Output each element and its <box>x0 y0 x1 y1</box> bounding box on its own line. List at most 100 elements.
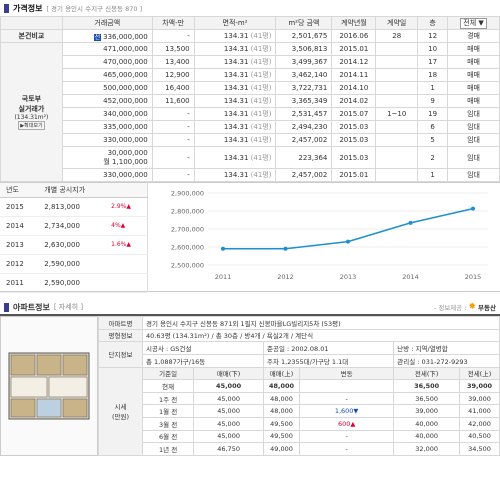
type-filter-select[interactable]: 전체 ▼ <box>447 16 500 30</box>
price-section-header: 가격정보 [ 경기 용인시 수지구 신봉동 870 ] <box>0 0 500 16</box>
unit-price-cell: 2,494,230 <box>275 120 333 134</box>
market-cell: 40,000 <box>393 429 460 444</box>
type-cell: 매매 <box>447 68 500 82</box>
gov-label: 국토부 실거래가 (134.31m²) ▶확대보기 <box>0 42 63 182</box>
pyeong-value: (41평) <box>250 153 272 162</box>
unit-price-cell: 3,499,367 <box>275 55 333 69</box>
floor-cell: 1 <box>417 168 449 182</box>
col-official-price: 개별 공시지가 <box>38 183 148 198</box>
market-cell: 34,500 <box>459 442 500 456</box>
table-row: 국토부 실거래가 (134.31m²) ▶확대보기 471,000,000 13,500 1… <box>0 42 500 182</box>
amount-cell: 470,000,000 <box>61 55 153 69</box>
table-row: 현재 45,000 48,000 36,500 39,000 <box>99 379 500 393</box>
official-price-table: 년도 개별 공시지가 2015 2,813,000 2.9%▲ 2014 2,734,00… <box>0 183 148 293</box>
col-contract-day: 계약일 <box>375 16 419 30</box>
market-cell: 36,500 <box>393 391 460 406</box>
table-row: 465,000,000 12,900 134.31 (41평) 3,462,140 20… <box>1 68 500 82</box>
col-amount: 거래금액 <box>61 16 153 30</box>
provider-info: - 정보제공 : ✸ 부동산 <box>434 302 496 312</box>
apt-name-label: 아파트명 <box>98 316 143 330</box>
pyeong-value: (41평) <box>250 84 272 92</box>
type-cell: 매매 <box>447 94 500 108</box>
list-item: 2011 2,590,000 <box>0 273 148 293</box>
y-tick-label: 2,500,000 <box>171 262 204 270</box>
type-cell: 임대 <box>447 146 500 169</box>
apt-detail-link[interactable]: [ 자세히 ] <box>53 303 84 311</box>
type-cell: 임대 <box>447 107 500 121</box>
pyeong-value: (41평) <box>250 123 272 131</box>
unit-price-cell: 223,364 <box>275 146 333 169</box>
apt-complex-label: 단지정보 <box>98 341 143 368</box>
data-point[interactable] <box>283 246 288 251</box>
price-change <box>105 273 148 293</box>
diff-cell: 12,900 <box>151 68 195 82</box>
market-cell: 45,000 <box>193 417 264 431</box>
official-price-chart: 2,900,000 2,800,000 2,700,000 2,600,000 2,50… <box>148 183 500 291</box>
pyeong-value: (41평) <box>250 97 272 105</box>
diff-cell: 11,600 <box>151 94 195 108</box>
contract-ym-cell: 2014.11 <box>331 68 377 82</box>
unit-price-cell: 3,506,813 <box>275 42 333 56</box>
floor-cell: 2 <box>417 146 449 169</box>
chevron-down-icon: ▼ <box>478 18 484 27</box>
floor-cell: 1 <box>417 81 449 95</box>
contract-ym-cell: 2015.01 <box>331 168 377 182</box>
contract-ym-cell: 2015.03 <box>331 146 377 169</box>
apt-area-label: 평형정보 <box>98 328 143 343</box>
market-cell: 600▲ <box>298 417 395 431</box>
area-value: 134.31 <box>223 84 249 92</box>
data-point[interactable] <box>346 239 350 244</box>
data-point[interactable] <box>471 206 475 211</box>
amount-cell: 500,000,000 <box>61 81 153 95</box>
unit-price-cell: 3,365,349 <box>275 94 333 108</box>
market-cell: 42,000 <box>459 417 500 431</box>
market-col-header: 전세(上) <box>459 366 500 381</box>
area-cell: 134.31 (41평) <box>193 168 277 182</box>
col-area: 면적-m² <box>193 16 277 30</box>
amount-cell: 340,000,000 <box>61 107 153 121</box>
pyeong-value: (41평) <box>250 110 272 118</box>
market-cell: 3월 전 <box>141 417 195 431</box>
apt-mgmt: 관리실 : 031-272-9293 <box>393 353 500 368</box>
apt-section-header: 아파트정보 [ 자세히 ] - 정보제공 : ✸ 부동산 <box>0 300 500 316</box>
list-item: 2012 2,590,000 <box>0 254 148 274</box>
market-cell: 46,750 <box>193 442 264 456</box>
area-cell: 134.31 (41평) <box>193 81 277 95</box>
market-col-header: 변동 <box>298 366 395 381</box>
x-tick-label: 2013 <box>340 273 357 281</box>
list-item: 2013 2,630,000 1.6%▲ <box>0 235 148 255</box>
market-cell: 40,500 <box>459 429 500 444</box>
table-row: 6월 전 45,000 49,500-40,000 40,500 <box>99 429 500 444</box>
price-table-header: 거래금액 차액-만 면적-m² m²당 금액 계약년월 계약일 층 전체 ▼ <box>0 16 500 30</box>
data-point[interactable] <box>221 246 225 251</box>
contract-ym-cell: 2014.02 <box>331 94 377 108</box>
pyeong-value: (41평) <box>250 45 272 53</box>
floor-cell: 5 <box>417 133 449 147</box>
floor-cell: 10 <box>417 42 449 56</box>
contract-day-cell <box>375 168 419 182</box>
star-icon: ✸ <box>468 302 477 312</box>
table-row: 1월 전 45,000 48,000 1,600▼ 39,000 41,000 <box>99 404 500 419</box>
floor-plan-image[interactable] <box>0 316 98 456</box>
contract-day-cell <box>375 81 419 95</box>
apt-area: 40.63평 (134.31m²) / 총 30층 / 방4개 / 욕실2개 /… <box>142 328 500 343</box>
data-point[interactable] <box>408 220 413 225</box>
pyeong-value: (41평) <box>250 32 272 40</box>
floor-cell: 9 <box>417 94 449 108</box>
official-price: 2,590,000 <box>38 254 106 274</box>
market-col-header: 전세(下) <box>393 366 460 381</box>
amount: 30,000,000 <box>107 148 148 157</box>
area-value: 134.31 <box>223 171 249 179</box>
amount: 465,000,000 <box>103 71 148 79</box>
market-cell: 48,000 <box>262 404 300 419</box>
market-cell: 36,500 <box>393 379 460 393</box>
area-value: 134.31 <box>223 32 249 40</box>
apt-section-title: 아파트정보 <box>13 302 50 312</box>
market-cell: 6월 전 <box>141 429 195 444</box>
area-cell: 134.31 (41평) <box>193 29 277 43</box>
area-value: 134.31 <box>223 71 249 79</box>
gov-expand-button[interactable]: ▶확대보기 <box>18 121 45 130</box>
compare-checkbox[interactable]: 선 <box>93 33 102 41</box>
contract-ym-cell: 2015.07 <box>331 107 377 121</box>
corner-cell <box>0 16 63 30</box>
